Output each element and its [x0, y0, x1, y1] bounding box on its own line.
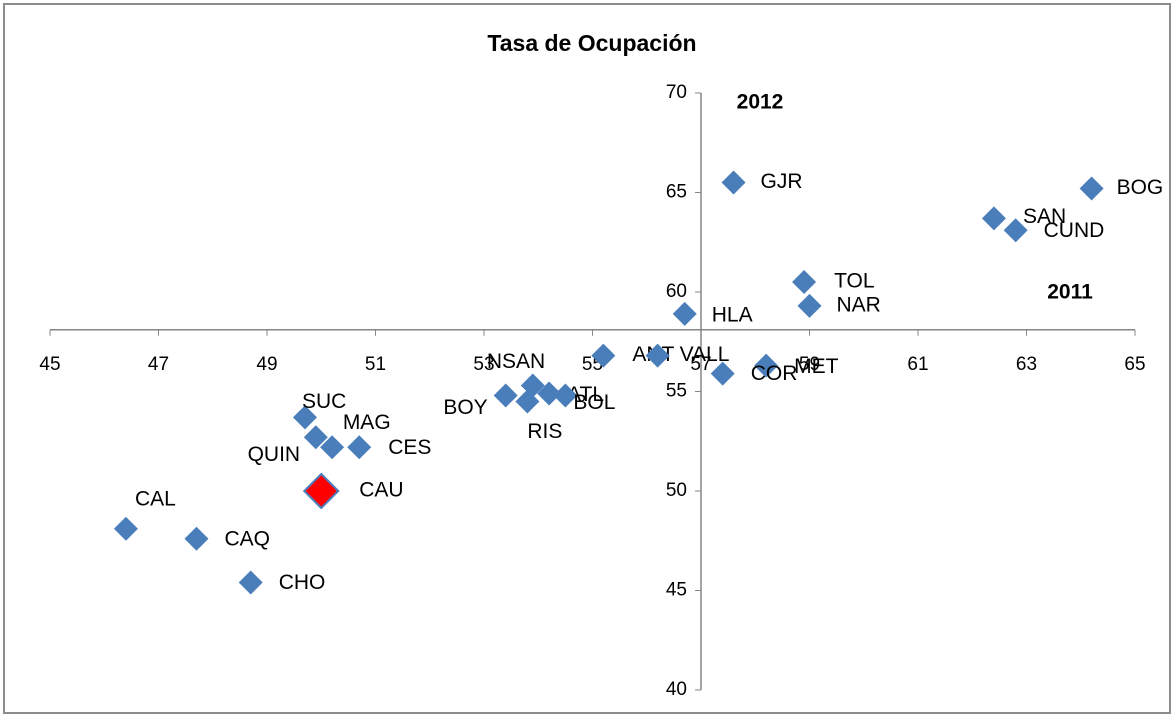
point-label: SUC: [302, 390, 346, 413]
point: [292, 405, 317, 430]
point: [347, 435, 372, 460]
chart-border: [3, 3, 1171, 714]
point: [553, 383, 578, 408]
point-label: GJR: [761, 170, 803, 193]
point: [672, 301, 697, 326]
point: [302, 472, 340, 510]
x-tick-label: 49: [256, 354, 277, 375]
y-tick-label: 55: [666, 381, 687, 402]
point: [303, 425, 328, 450]
x-tick-label: 47: [148, 354, 169, 375]
x-tick-label: 59: [799, 354, 820, 375]
y-tick-label: 50: [666, 480, 687, 501]
chart-title: Tasa de Ocupación: [487, 30, 696, 56]
point: [113, 516, 138, 541]
point-label: TOL: [834, 270, 874, 293]
point: [493, 383, 518, 408]
point-label: CHO: [279, 571, 326, 594]
y-tick-label: 65: [666, 182, 687, 203]
point-label: CUND: [1044, 219, 1105, 242]
point: [1003, 218, 1028, 243]
point-label: QUIN: [248, 443, 301, 466]
point-label: CAQ: [224, 527, 270, 550]
point-label: BOG: [1117, 176, 1164, 199]
point-label: SAN: [1023, 205, 1066, 228]
point: [710, 361, 735, 386]
point-label: ATL: [567, 383, 604, 406]
point: [797, 293, 822, 318]
x-tick-label: 57: [690, 354, 711, 375]
point: [645, 343, 670, 368]
point-label: MAG: [343, 411, 391, 434]
x-tick-label: 45: [39, 354, 60, 375]
point-label: MET: [794, 355, 839, 378]
point: [320, 435, 345, 460]
x-tick-label: 61: [907, 354, 928, 375]
y-tick-label: 45: [666, 580, 687, 601]
point: [537, 381, 562, 406]
x-tick-label: 65: [1124, 354, 1145, 375]
point-label: CAL: [135, 487, 176, 510]
annotation: 2012: [737, 91, 784, 114]
point-label: BOY: [443, 396, 487, 419]
point-label: RIS: [527, 420, 562, 443]
point: [721, 170, 746, 195]
annotation: 2011: [1047, 281, 1093, 304]
point-label: COR: [751, 362, 798, 385]
point: [792, 270, 817, 295]
point-label: CES: [388, 436, 431, 459]
point-label: CAU: [359, 479, 403, 502]
point: [981, 206, 1006, 231]
y-tick-label: 70: [666, 82, 687, 103]
point: [754, 353, 779, 378]
point: [184, 526, 209, 551]
x-tick-label: 51: [365, 354, 386, 375]
x-tick-label: 53: [473, 354, 494, 375]
point: [238, 570, 263, 595]
point-label: NAR: [837, 293, 881, 316]
point-label: VALL: [680, 343, 730, 366]
point-label: HLA: [712, 303, 753, 326]
point: [591, 343, 616, 368]
point-label: NSAN: [487, 350, 545, 373]
point-label: BOL: [573, 391, 615, 414]
y-tick-label: 40: [666, 679, 687, 700]
x-tick-label: 63: [1016, 354, 1037, 375]
point: [515, 389, 540, 414]
y-tick-label: 60: [666, 281, 687, 302]
point: [1079, 176, 1104, 201]
